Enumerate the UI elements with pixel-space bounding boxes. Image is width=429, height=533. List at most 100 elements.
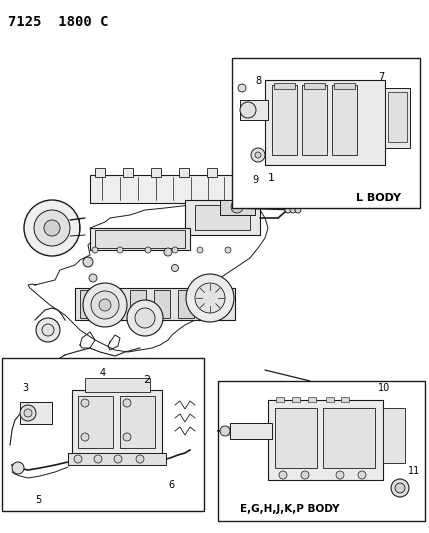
Circle shape [220, 426, 230, 436]
Bar [304, 83, 325, 89]
Bar [95, 168, 105, 177]
Circle shape [12, 462, 24, 474]
Circle shape [89, 274, 97, 282]
Bar [275, 408, 317, 468]
Bar [104, 290, 120, 318]
Circle shape [20, 405, 36, 421]
Circle shape [135, 308, 155, 328]
Circle shape [34, 210, 70, 246]
Bar [179, 168, 189, 177]
Text: L BODY: L BODY [356, 193, 401, 203]
Bar [151, 168, 161, 177]
Text: E,G,H,J,K,P BODY: E,G,H,J,K,P BODY [240, 504, 339, 514]
Circle shape [114, 455, 122, 463]
Circle shape [123, 433, 131, 441]
Bar [323, 408, 375, 468]
Circle shape [279, 471, 287, 479]
Text: 1: 1 [268, 173, 275, 183]
Circle shape [186, 274, 234, 322]
Circle shape [197, 247, 203, 253]
Bar [388, 92, 407, 142]
Text: 5: 5 [35, 495, 41, 505]
Circle shape [395, 483, 405, 493]
Circle shape [81, 399, 89, 407]
Bar [95, 230, 185, 248]
Bar [178, 290, 194, 318]
Circle shape [44, 220, 60, 236]
Bar [334, 83, 355, 89]
Bar [326, 397, 334, 402]
Circle shape [92, 247, 98, 253]
Bar [230, 423, 272, 439]
Circle shape [301, 471, 309, 479]
Bar [332, 85, 357, 155]
Bar [383, 408, 405, 463]
Circle shape [285, 207, 291, 213]
Bar [123, 168, 133, 177]
Circle shape [99, 299, 111, 311]
Bar [72, 390, 162, 455]
Circle shape [172, 247, 178, 253]
Text: 6: 6 [168, 480, 174, 490]
Bar [68, 453, 166, 465]
Bar [292, 397, 300, 402]
Bar [90, 175, 245, 203]
Circle shape [127, 300, 163, 336]
Circle shape [295, 207, 301, 213]
Bar [302, 85, 327, 155]
Circle shape [358, 471, 366, 479]
Bar [274, 83, 295, 89]
Bar [185, 200, 260, 235]
Bar [195, 205, 250, 230]
Bar [272, 85, 297, 155]
Circle shape [238, 84, 246, 92]
Bar [130, 290, 146, 318]
Text: 7125  1800 C: 7125 1800 C [8, 15, 109, 29]
Bar [120, 396, 155, 448]
Bar [218, 381, 425, 521]
Circle shape [94, 455, 102, 463]
Circle shape [290, 207, 296, 213]
Circle shape [145, 247, 151, 253]
Circle shape [81, 433, 89, 441]
Text: 9: 9 [252, 175, 258, 185]
Circle shape [117, 247, 123, 253]
Circle shape [42, 324, 54, 336]
Text: 4: 4 [100, 368, 106, 378]
Circle shape [123, 399, 131, 407]
Bar [240, 100, 268, 120]
Circle shape [36, 318, 60, 342]
Circle shape [336, 471, 344, 479]
Bar [78, 396, 113, 448]
Bar [85, 378, 150, 392]
Circle shape [195, 283, 225, 313]
Bar [220, 200, 255, 215]
Text: 2: 2 [143, 375, 150, 385]
Circle shape [172, 264, 178, 271]
Circle shape [255, 152, 261, 158]
Circle shape [91, 291, 119, 319]
Bar [75, 288, 235, 320]
Text: 8: 8 [255, 76, 261, 86]
Circle shape [74, 455, 82, 463]
Circle shape [251, 148, 265, 162]
Bar [341, 397, 349, 402]
Circle shape [231, 201, 243, 213]
Bar [276, 397, 284, 402]
Circle shape [24, 409, 32, 417]
Polygon shape [222, 426, 230, 436]
Circle shape [24, 200, 80, 256]
Bar [154, 290, 170, 318]
Bar [20, 402, 52, 424]
Circle shape [136, 455, 144, 463]
Text: 11: 11 [408, 466, 420, 476]
Bar [265, 80, 385, 165]
Circle shape [83, 257, 93, 267]
Bar [207, 168, 217, 177]
Bar [385, 88, 410, 148]
Text: 10: 10 [378, 383, 390, 393]
Circle shape [240, 102, 256, 118]
Bar [80, 290, 96, 318]
Bar [268, 400, 383, 480]
Bar [308, 397, 316, 402]
